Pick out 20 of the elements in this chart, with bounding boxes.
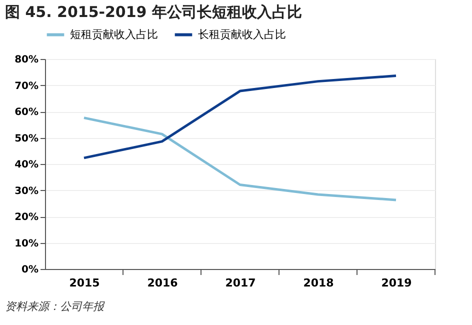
text: 资料来源：公司年报: [5, 300, 105, 313]
y-tick-label: 60%: [14, 107, 38, 118]
y-tick-label: 0%: [22, 264, 38, 276]
y-tick-label: 70%: [14, 80, 38, 92]
line-series: [82, 74, 398, 160]
y-tick-label: 40%: [14, 160, 38, 170]
y-tick-label: 10%: [14, 238, 38, 250]
legend-label: 长租贡献收入占比: [198, 28, 286, 41]
y-tick-label: 20%: [14, 212, 38, 223]
y-tick-label: 50%: [14, 133, 38, 144]
x-tick-label: 2018: [303, 276, 334, 290]
x-tick-label: 2016: [147, 276, 178, 290]
y-tick-label: 30%: [14, 186, 38, 197]
x-tick-label: 2019: [381, 276, 412, 290]
line-series: [82, 116, 398, 202]
y-tick-label: 80%: [14, 54, 38, 66]
x-tick-label: 2017: [225, 276, 256, 290]
chart-title: 图 45. 2015-2019 年公司长短租收入占比: [5, 3, 302, 21]
x-tick-label: 2015: [69, 276, 100, 290]
legend-label: 短租贡献收入占比: [70, 28, 158, 41]
